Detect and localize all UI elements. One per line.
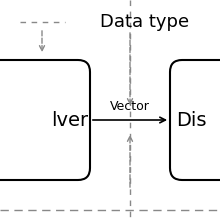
Text: Vector: Vector <box>110 100 150 113</box>
Text: lver: lver <box>51 110 88 130</box>
FancyBboxPatch shape <box>0 60 90 180</box>
Text: Data type: Data type <box>101 13 190 31</box>
Text: Dis: Dis <box>176 110 207 130</box>
FancyBboxPatch shape <box>170 60 220 180</box>
